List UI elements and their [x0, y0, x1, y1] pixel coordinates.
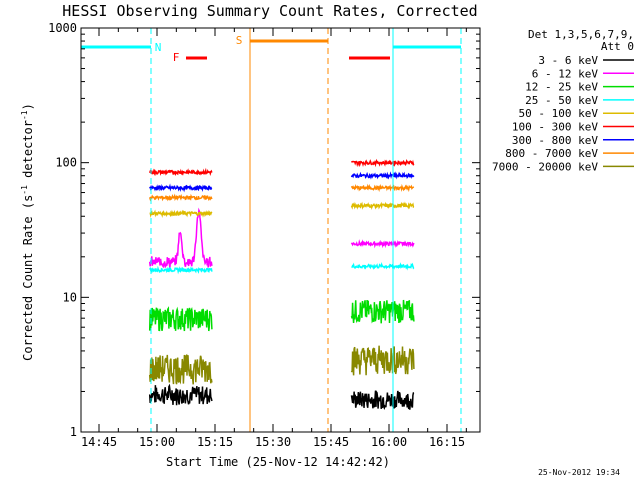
legend-entry-label: 3 - 6 keV: [538, 54, 598, 67]
series-line-300-800-kev: [149, 183, 213, 193]
legend-entry-label: 300 - 800 keV: [512, 134, 598, 147]
series-line-25-50-kev: [149, 265, 213, 275]
legend-entry-label: 100 - 300 keV: [512, 121, 598, 134]
series-line-6-12-kev: [148, 207, 213, 269]
x-tick-label: 16:15: [429, 435, 465, 449]
flag-label: N: [155, 41, 162, 54]
series-line-6-12-kev: [350, 239, 415, 249]
plot-frame: [80, 27, 481, 433]
y-tick-label: 1: [70, 425, 77, 439]
series-line-7000-20000-kev: [350, 345, 415, 376]
y-axis-label-sup1: -1: [20, 185, 29, 195]
y-tick-label: 100: [55, 156, 77, 170]
chart-title: HESSI Observing Summary Count Rates, Cor…: [62, 2, 477, 20]
y-axis-label: Corrected Count Rate (s-1 detector-1): [20, 103, 35, 361]
legend-entry-label: 25 - 50 keV: [525, 94, 598, 107]
series-line-3-6-kev: [350, 389, 415, 410]
legend-entry-label: 6 - 12 keV: [532, 67, 599, 80]
axes: 14:45 15:00 15:15 15:30 15:45 16:00 16:15 1 10 10…: [48, 21, 481, 449]
x-tick-label: 15:15: [197, 435, 233, 449]
series-line-7000-20000-kev: [148, 353, 213, 385]
x-axis-label: Start Time (25-Nov-12 14:42:42): [166, 455, 390, 469]
series-line-25-50-kev: [351, 261, 415, 271]
y-tick-label: 10: [63, 290, 77, 304]
y-axis-label-mid: detector: [21, 120, 35, 185]
series-line-800-7000-kev: [148, 193, 213, 202]
series-line-50-100-kev: [149, 209, 213, 219]
legend-header: Det 1,3,5,6,7,9,: [528, 28, 634, 41]
y-axis-label-end: ): [21, 103, 35, 110]
flag-label: F: [173, 51, 180, 64]
series-line-300-800-kev: [350, 171, 415, 180]
plot-area: NF S: [81, 28, 462, 432]
x-tick-label: 15:45: [313, 435, 349, 449]
legend-entry-label: 50 - 100 keV: [519, 107, 599, 120]
flag-label: S: [236, 34, 243, 47]
legend-header: Att 0: [601, 40, 634, 53]
series-line-12-25-kev: [350, 299, 415, 324]
series-line-50-100-kev: [350, 201, 415, 210]
series-line-100-300-kev: [148, 167, 213, 177]
date-stamp: 25-Nov-2012 19:34: [538, 468, 620, 477]
y-tick-label: 1000: [48, 21, 77, 35]
series-line-3-6-kev: [148, 383, 213, 406]
x-tick-label: 15:30: [255, 435, 291, 449]
series-line-100-300-kev: [350, 158, 415, 168]
legend-entry-label: 7000 - 20000 keV: [492, 160, 598, 173]
series-line-800-7000-kev: [350, 183, 415, 193]
x-tick-label: 16:00: [371, 435, 407, 449]
x-tick-label: 14:45: [81, 435, 117, 449]
y-axis-label-sup2: -1: [20, 110, 29, 120]
x-tick-label: 15:00: [139, 435, 175, 449]
series-line-12-25-kev: [148, 306, 213, 332]
y-axis-label-main: Corrected Count Rate (s: [21, 195, 35, 361]
legend-entry-label: 800 - 7000 keV: [505, 147, 598, 160]
legend-entry-label: 12 - 25 keV: [525, 81, 598, 94]
